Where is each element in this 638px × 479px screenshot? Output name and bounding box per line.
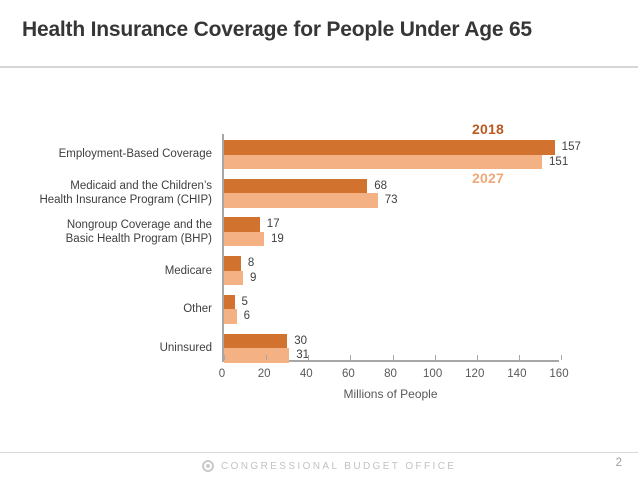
x-tick-label: 0 [218, 368, 226, 380]
bar-2018 [224, 140, 555, 155]
bar-2027 [224, 309, 237, 324]
bar-value-2018: 30 [294, 334, 307, 347]
x-tick-label: 80 [384, 368, 397, 380]
page-number: 2 [615, 457, 622, 469]
bar-2018 [224, 178, 368, 194]
bar-2027 [224, 348, 290, 363]
legend-label-2027: 2027 [472, 170, 504, 186]
category-label-line: Medicaid and the Children’s [70, 180, 212, 193]
x-axis-tick [224, 355, 225, 360]
page-title: Health Insurance Coverage for People Und… [22, 18, 532, 41]
x-axis-tick [392, 355, 394, 360]
x-tick-label: 100 [423, 368, 443, 380]
legend-label-2018: 2018 [472, 121, 504, 137]
title-divider [0, 66, 638, 68]
bar-value-2018: 17 [266, 218, 280, 231]
bar-value-2027: 31 [296, 349, 310, 361]
category-label-line: Employment-Based Coverage [58, 148, 212, 161]
category-label-line: Nongroup Coverage and the [66, 218, 212, 231]
bar-2018 [224, 217, 260, 232]
bar-value-2027: 9 [249, 271, 257, 284]
footer: CONGRESSIONAL BUDGET OFFICE [202, 458, 456, 474]
bar-2027 [224, 231, 265, 247]
footer-divider [0, 452, 638, 453]
bar-value-2018: 5 [241, 295, 248, 308]
footer-org-name: CONGRESSIONAL BUDGET OFFICE [221, 460, 457, 472]
bar-value-2027: 19 [271, 232, 284, 245]
x-tick-label: 120 [465, 368, 485, 380]
category-label: Medicare [0, 256, 212, 285]
category-label: Other [0, 295, 212, 324]
x-axis-tick [350, 355, 352, 360]
category-label-line: Medicare [164, 264, 212, 277]
bar-value-2027: 73 [384, 194, 398, 207]
bar-2027 [224, 154, 543, 169]
cbo-seal-icon [202, 460, 214, 472]
x-tick-label: 20 [257, 368, 271, 380]
category-label-line: Basic Health Program (BHP) [65, 232, 212, 245]
x-tick-label: 140 [507, 368, 527, 380]
bar-value-2018: 8 [247, 257, 255, 270]
category-label-line: Health Insurance Program (CHIP) [39, 194, 212, 207]
x-axis-tick [434, 355, 436, 360]
x-axis-tick [266, 355, 268, 360]
x-axis-tick [476, 355, 478, 360]
bar-2018 [224, 333, 288, 348]
bar-value-2027: 151 [549, 155, 569, 168]
category-label: Medicaid and the Children’s Health Insura… [0, 179, 212, 208]
bar-2027 [224, 270, 243, 286]
category-label-line: Uninsured [159, 341, 212, 354]
bar-value-2027: 6 [243, 310, 251, 323]
bar-value-2018: 68 [374, 179, 388, 192]
x-tick-label: 60 [341, 368, 355, 380]
x-axis-tick [308, 355, 310, 360]
x-tick-label: 160 [549, 368, 569, 380]
x-axis-tick [561, 355, 562, 360]
x-axis-tick [518, 355, 520, 360]
category-label: Employment-Based Coverage [0, 140, 212, 169]
bar-2027 [224, 193, 378, 208]
category-label-line: Other [183, 303, 212, 316]
x-axis-title: Millions of People [343, 387, 438, 401]
x-tick-label: 40 [299, 368, 313, 380]
plot-area: 157 151 68 73 17 19 8 9 5 6 30 31 [222, 134, 581, 363]
category-label: Uninsured [0, 334, 212, 363]
bar-2018 [224, 294, 235, 310]
category-label: Nongroup Coverage and the Basic Health Pr… [0, 217, 212, 246]
bar-value-2018: 157 [561, 141, 581, 153]
bar-2018 [224, 256, 241, 271]
